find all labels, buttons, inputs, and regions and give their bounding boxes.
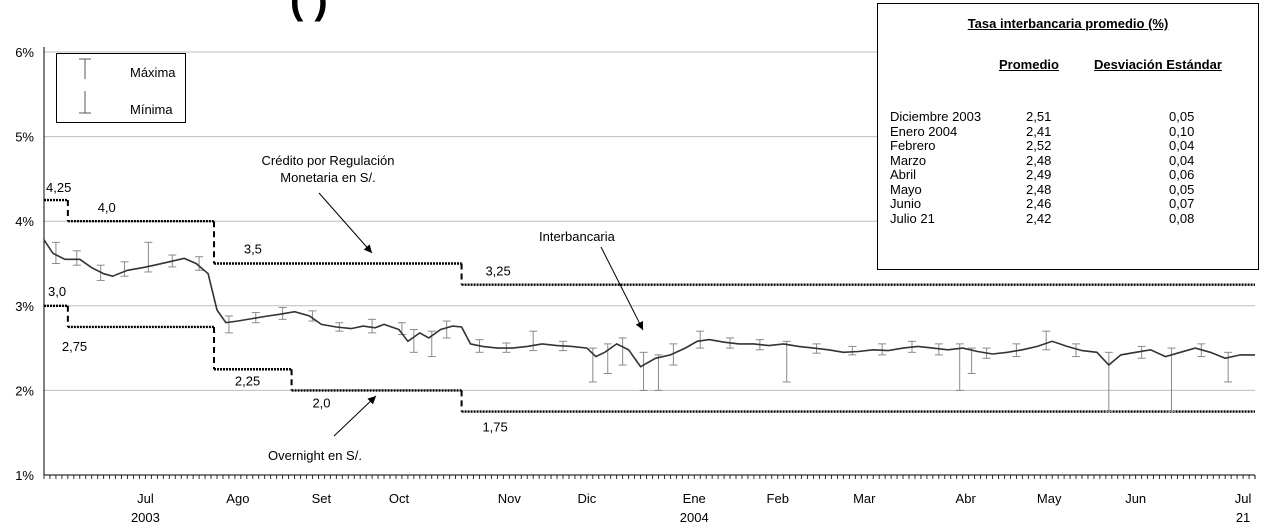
annotation-arrows (318, 192, 644, 437)
stats-row: Diciembre 2003 2,51 0,05 (878, 109, 1258, 124)
stats-table-title: Tasa interbancaria promedio (%) (967, 16, 1169, 31)
legend-min-label: Mínima (130, 102, 173, 117)
stats-cell-std: 0,04 (1169, 138, 1195, 153)
x-tick-label-line2: 2003 (131, 510, 160, 525)
y-tick-labels: 1% 2% 3% 4% 5% 6% (15, 45, 34, 483)
y-tick-label: 1% (15, 468, 34, 483)
stats-cell-mean: 2,49 (1026, 167, 1052, 182)
stats-row: Junio 2,46 0,07 (878, 196, 1258, 211)
credito-annotation: Crédito por Regulación Monetaria en S/. (228, 153, 428, 185)
stats-cell-mean: 2,48 (1026, 181, 1052, 197)
stats-cell-period: Mayo (890, 181, 922, 197)
stats-cell-period: Abril (890, 167, 917, 182)
stats-cell-mean: 2,48 (1026, 152, 1052, 168)
stats-cell-period: Junio (890, 196, 922, 211)
x-tick-label: Jul (137, 491, 154, 506)
step-value-label: 3,0 (48, 284, 66, 299)
chart-title-fragment: ( ) (290, 0, 328, 22)
y-tick-label: 3% (15, 299, 34, 314)
x-tick-label: Dic (577, 491, 596, 506)
x-tick-label: Mar (853, 491, 876, 506)
x-tick-label: Set (312, 491, 332, 506)
step-value-label: 2,25 (235, 373, 260, 388)
stats-row: Julio 21 2,42 0,08 (878, 210, 1258, 226)
stats-cell-period: Enero 2004 (890, 123, 958, 139)
stats-row: Mayo 2,48 0,05 (878, 181, 1258, 197)
x-tick-label: Ago (226, 491, 249, 506)
interbank-series (43, 239, 1255, 368)
x-tick-label-line2: 2004 (680, 510, 709, 525)
x-tick-label: Jul (1235, 491, 1252, 506)
x-tick-label: Oct (389, 491, 410, 506)
interbancaria-annotation: Interbancaria (539, 229, 615, 244)
stats-row: Febrero 2,52 0,04 (878, 138, 1258, 153)
overnight-arrow (333, 395, 377, 437)
corridor-step-lines (44, 198, 1255, 413)
stats-cell-std: 0,05 (1169, 181, 1195, 197)
stats-table: Tasa interbancaria promedio (%) Promedio… (877, 3, 1259, 270)
interbancaria-arrow-head (635, 321, 643, 330)
step-value-label: 1,75 (482, 420, 507, 435)
stats-cell-mean: 2,52 (1026, 138, 1052, 153)
stats-row: Enero 2004 2,41 0,10 (878, 123, 1258, 139)
stats-row: Marzo 2,48 0,04 (878, 152, 1258, 168)
y-tick-label: 2% (15, 383, 34, 398)
stats-cell-std: 0,10 (1169, 123, 1195, 139)
step-value-label: 2,75 (62, 339, 87, 354)
legend: Máxima Mínima (56, 53, 186, 123)
x-tick-label: May (1037, 491, 1062, 506)
stats-cell-period: Julio 21 (890, 210, 935, 226)
credito-arrow (318, 192, 373, 254)
stats-cell-period: Marzo (890, 152, 927, 168)
stats-header-mean: Promedio (999, 57, 1059, 72)
stats-cell-std: 0,06 (1169, 167, 1195, 182)
y-tick-label: 6% (15, 45, 34, 60)
x-tick-label: Feb (767, 491, 789, 506)
credito-annotation-line2: Monetaria en S/. (280, 170, 376, 185)
stats-cell-mean: 2,51 (1026, 109, 1052, 124)
step-value-label: 4,25 (46, 180, 71, 195)
stats-cell-std: 0,04 (1169, 152, 1195, 168)
y-tick-label: 5% (15, 130, 34, 145)
x-tick-label: Jun (1125, 491, 1146, 506)
legend-max-label: Máxima (130, 65, 176, 80)
axes (43, 47, 1256, 479)
stats-cell-mean: 2,42 (1026, 210, 1052, 226)
credito-annotation-line1: Crédito por Regulación (261, 153, 395, 168)
step-value-label: 3,25 (485, 264, 510, 279)
step-value-label: 2,0 (312, 395, 330, 410)
legend-max-glyph (79, 58, 91, 79)
stats-cell-period: Diciembre 2003 (890, 109, 982, 124)
credito-arrow-head (363, 244, 372, 253)
stats-row: Abril 2,49 0,06 (878, 167, 1258, 182)
x-tick-label-line2: 21 (1236, 510, 1250, 525)
x-tick-label: Abr (956, 491, 977, 506)
y-tick-label: 4% (15, 214, 34, 229)
x-tick-label: Ene (683, 491, 706, 506)
x-tick-labels: Jul 2003 Ago Set Oct Nov Dic Ene 2004 Feb Mar Abr Ma… (131, 491, 1252, 525)
min-max-range-bars (51, 241, 1233, 413)
stats-cell-mean: 2,41 (1026, 123, 1052, 139)
legend-glyphs (79, 58, 91, 114)
x-tick-label: Nov (498, 491, 522, 506)
step-value-label: 4,0 (98, 200, 116, 215)
overnight-annotation: Overnight en S/. (268, 448, 362, 463)
stats-cell-std: 0,05 (1169, 109, 1195, 124)
stats-header-std: Desviación Estándar (1094, 57, 1222, 72)
step-value-labels: 4,25 4,0 3,5 3,25 3,0 2,75 2,25 2,0 1,75 (46, 180, 511, 434)
interbank-line (43, 239, 1255, 368)
stats-cell-mean: 2,46 (1026, 196, 1052, 211)
interbancaria-arrow (600, 246, 644, 331)
stats-cell-period: Febrero (890, 138, 936, 153)
step-value-label: 3,5 (244, 242, 262, 257)
stats-cell-std: 0,08 (1169, 210, 1195, 226)
stats-cell-std: 0,07 (1169, 196, 1195, 211)
legend-min-glyph (79, 91, 91, 114)
overnight-arrow-head (367, 396, 376, 405)
